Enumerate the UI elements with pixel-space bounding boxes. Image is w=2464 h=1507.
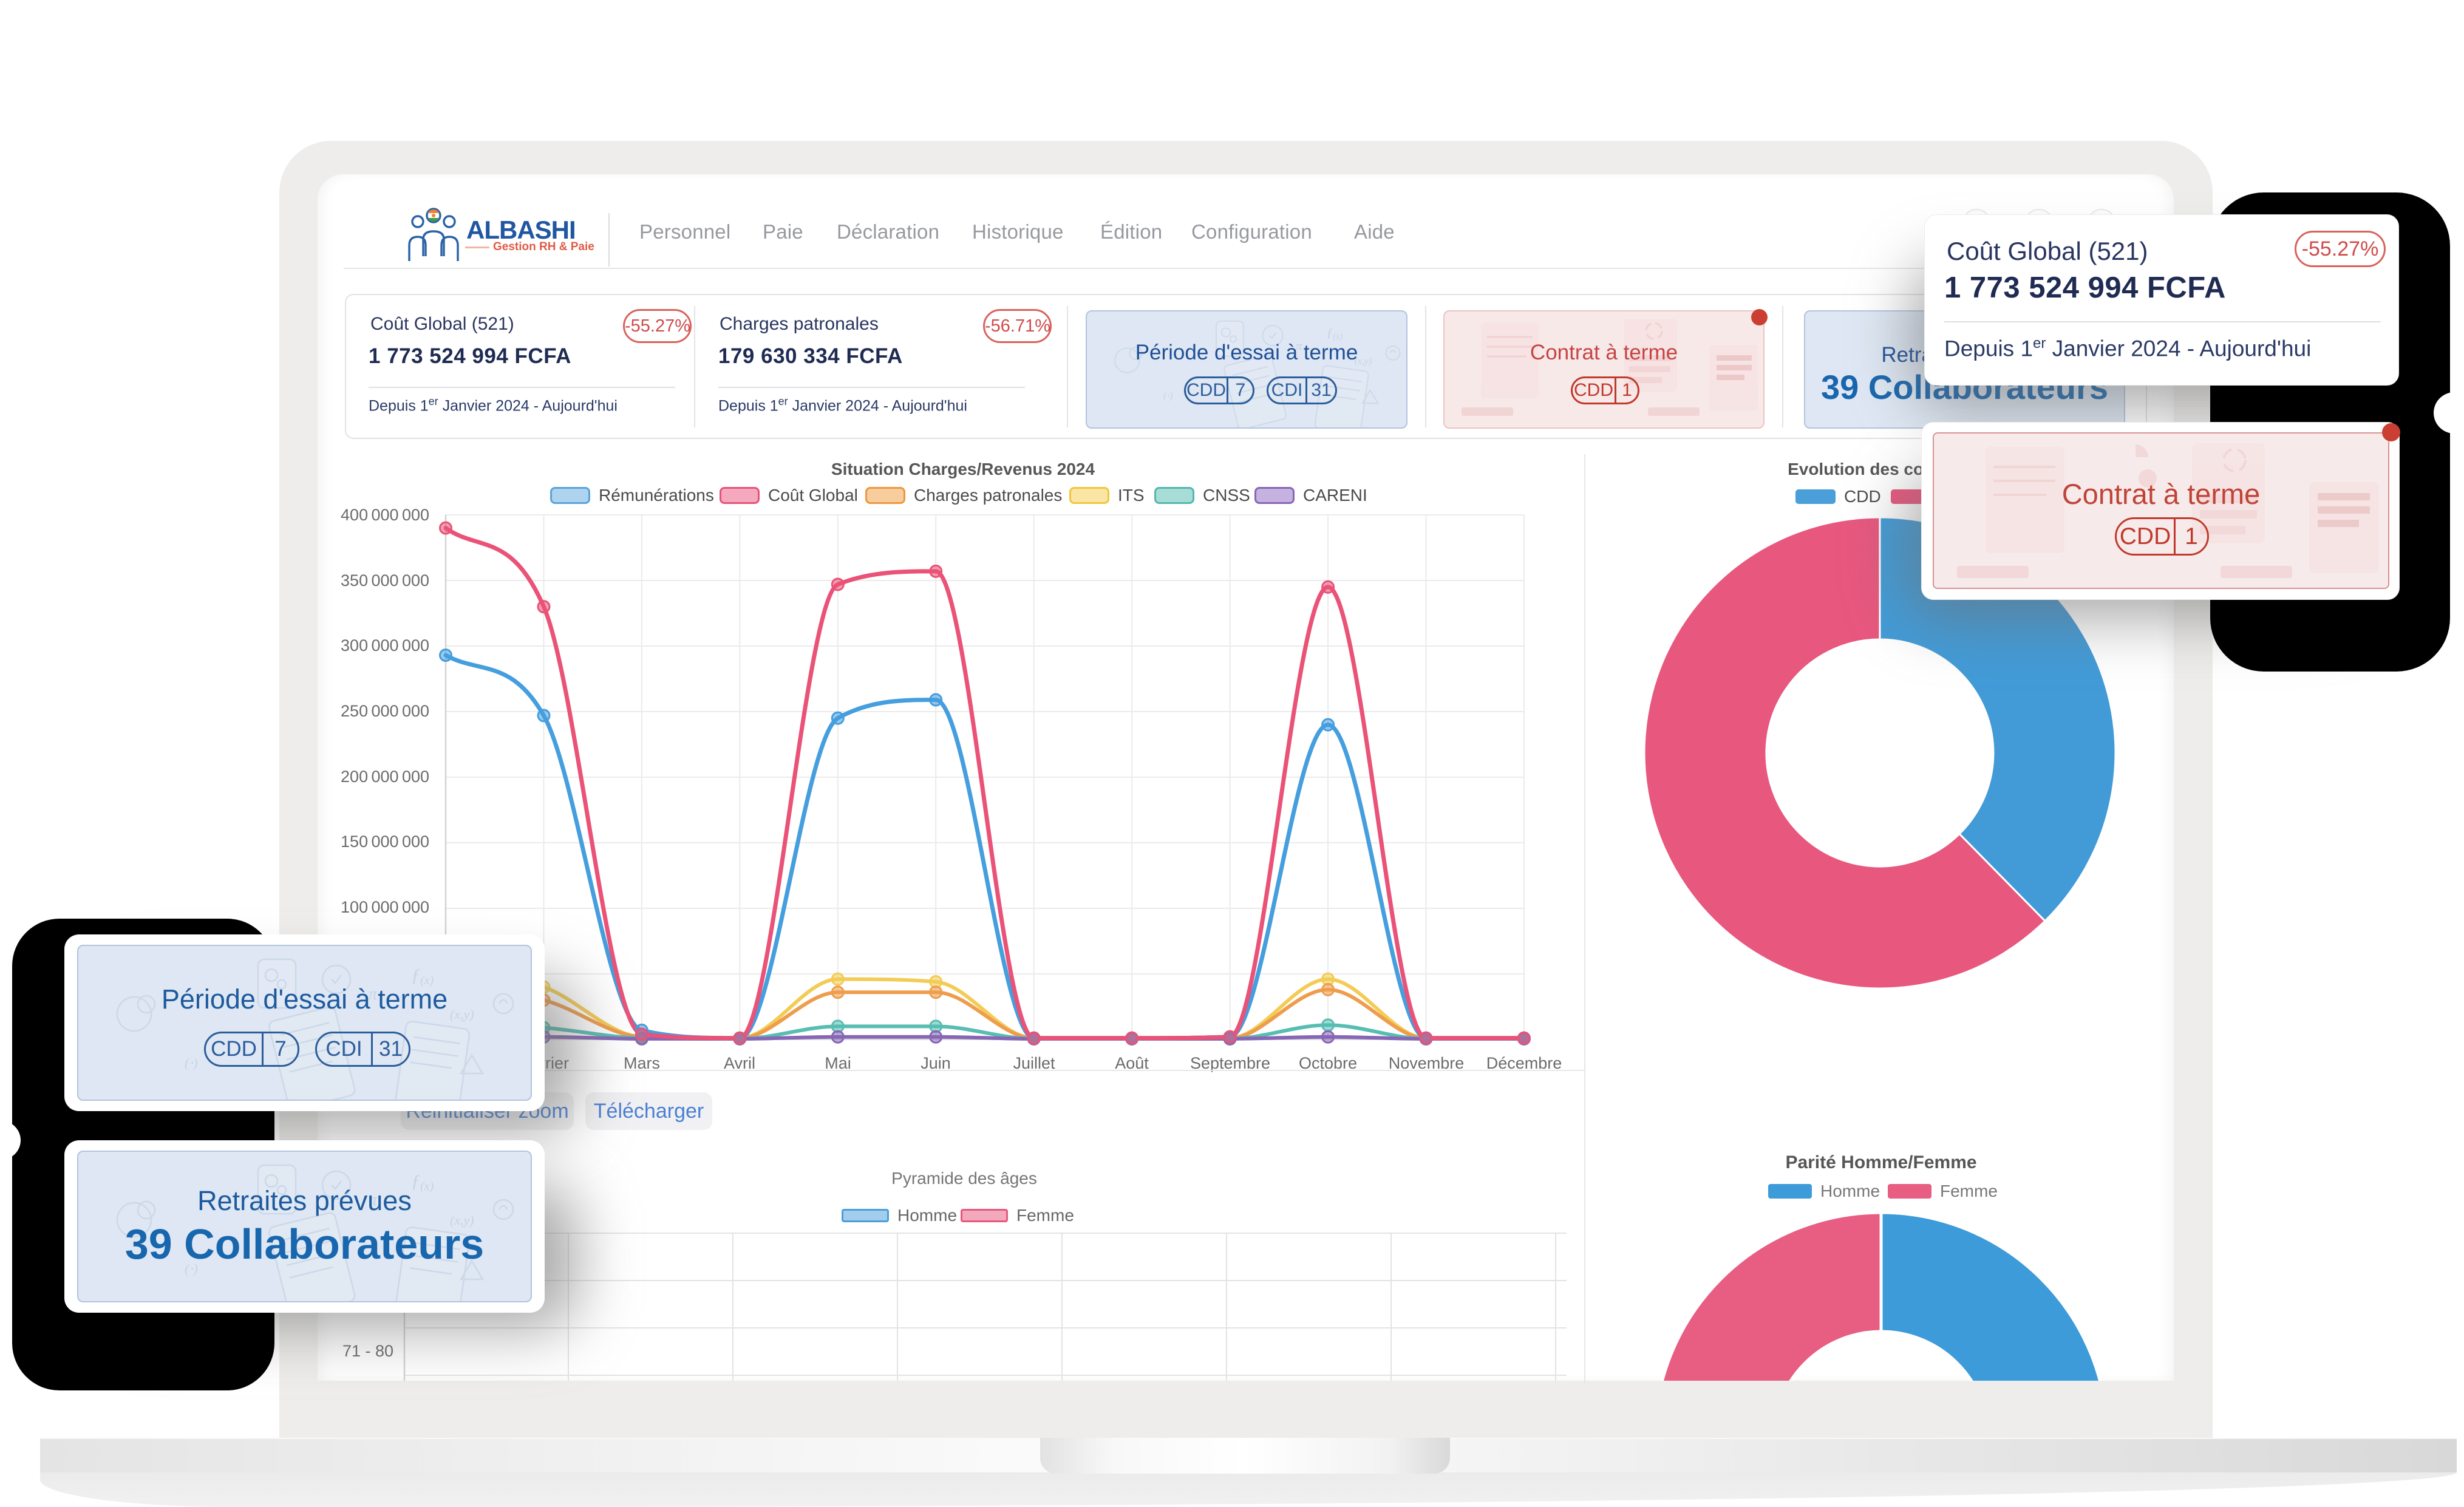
- svg-text:(⋅): (⋅): [185, 1261, 198, 1276]
- svg-text:π: π: [369, 985, 378, 1004]
- svg-text:(⋅): (⋅): [185, 1055, 198, 1070]
- svg-text:(⋅): (⋅): [1163, 391, 1173, 401]
- svg-text:π: π: [369, 1191, 378, 1209]
- svg-text:(x,y): (x,y): [1355, 356, 1372, 366]
- svg-text:ƒ(x): ƒ(x): [411, 965, 434, 987]
- svg-text:(x,y): (x,y): [450, 1007, 474, 1022]
- svg-text:π: π: [1296, 339, 1302, 353]
- svg-text:(x,y): (x,y): [450, 1213, 474, 1228]
